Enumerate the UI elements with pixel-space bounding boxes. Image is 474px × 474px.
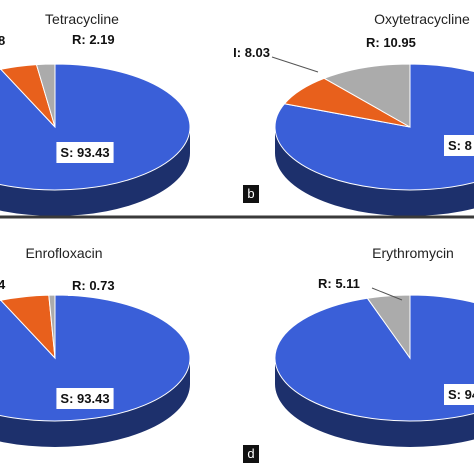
data-label-s: S: 93.43: [56, 142, 114, 163]
data-label-text: R: 2.19: [72, 32, 115, 47]
data-label-r: R: 10.95: [362, 32, 420, 53]
data-label-box: [0, 30, 10, 51]
pie-side-wall: [275, 127, 474, 216]
data-label-s: S: 8: [444, 135, 474, 156]
data-label-box: [444, 135, 474, 156]
pie-chart-1: Tetracycline S: 93.43 8 R: 2.19: [0, 11, 191, 216]
data-label-text: I: 8.03: [233, 45, 270, 60]
pie-slice-r: [35, 63, 56, 128]
pie-slice-r: [48, 294, 56, 359]
panel-label: b: [243, 185, 259, 203]
data-label-box: [0, 274, 10, 295]
panel-label: d: [243, 445, 259, 463]
pie-side-wall: [0, 127, 190, 216]
data-label-box: [56, 142, 114, 163]
data-label-box: [444, 384, 474, 405]
data-label-box: [68, 275, 119, 296]
chart-title: Enrofloxacin: [25, 245, 102, 261]
data-label-r: R: 5.11: [314, 273, 364, 294]
data-label-text: R: 0.73: [72, 278, 115, 293]
pie-side-wall: [0, 358, 190, 447]
pie-side-wall: [275, 358, 474, 447]
data-label-i: 4: [0, 274, 10, 295]
data-label-text: S: 94.8: [448, 387, 474, 402]
data-label-i: I: 8.03: [229, 42, 274, 63]
data-label-r: R: 0.73: [68, 275, 119, 296]
data-label-box: [56, 388, 114, 409]
pie-slice-r: [323, 63, 411, 128]
panel-label-box: [243, 445, 259, 463]
leader-line: [271, 56, 319, 73]
data-label-box: [229, 42, 274, 63]
panel-label-box: [243, 185, 259, 203]
pie-slice-s: [274, 294, 474, 422]
pie-panels: Tetracycline S: 93.43 8 R: 2.19 Oxytetracycl…: [0, 11, 474, 463]
pie-slice-s: [0, 294, 191, 422]
pie-chart-4: Erythromycin S: 94.8 R: 5.11 d: [243, 245, 474, 463]
data-label-text: 8: [0, 33, 5, 48]
data-label-i: 8: [0, 30, 10, 51]
data-label-text: S: 8: [448, 138, 472, 153]
pie-slice-s: [274, 63, 474, 191]
data-label-text: R: 5.11: [318, 276, 360, 291]
data-label-text: S: 93.43: [60, 145, 109, 160]
pie-chart-2: Oxytetracycline S: 8 I: 8.03 R: 10.95 b: [229, 11, 474, 216]
data-label-text: 4: [0, 277, 6, 292]
pie-chart-3: Enrofloxacin S: 93.43 4 R: 0.73: [0, 245, 191, 447]
data-label-s: S: 93.43: [56, 388, 114, 409]
chart-title: Erythromycin: [372, 245, 454, 261]
data-label-box: [362, 32, 420, 53]
data-label-box: [314, 273, 364, 294]
data-label-s: S: 94.8: [444, 384, 474, 405]
pie-slice-s: [0, 63, 191, 191]
chart-title: Tetracycline: [45, 11, 119, 27]
pie-slice-r: [366, 294, 411, 360]
data-label-box: [68, 29, 119, 50]
chart-title: Oxytetracycline: [374, 11, 470, 27]
data-label-text: R: 10.95: [366, 35, 416, 50]
data-label-r: R: 2.19: [68, 29, 119, 50]
data-label-text: S: 93.43: [60, 391, 109, 406]
panel-label-text: d: [247, 446, 254, 461]
leader-line: [371, 287, 403, 301]
panel-label-text: b: [247, 186, 254, 201]
